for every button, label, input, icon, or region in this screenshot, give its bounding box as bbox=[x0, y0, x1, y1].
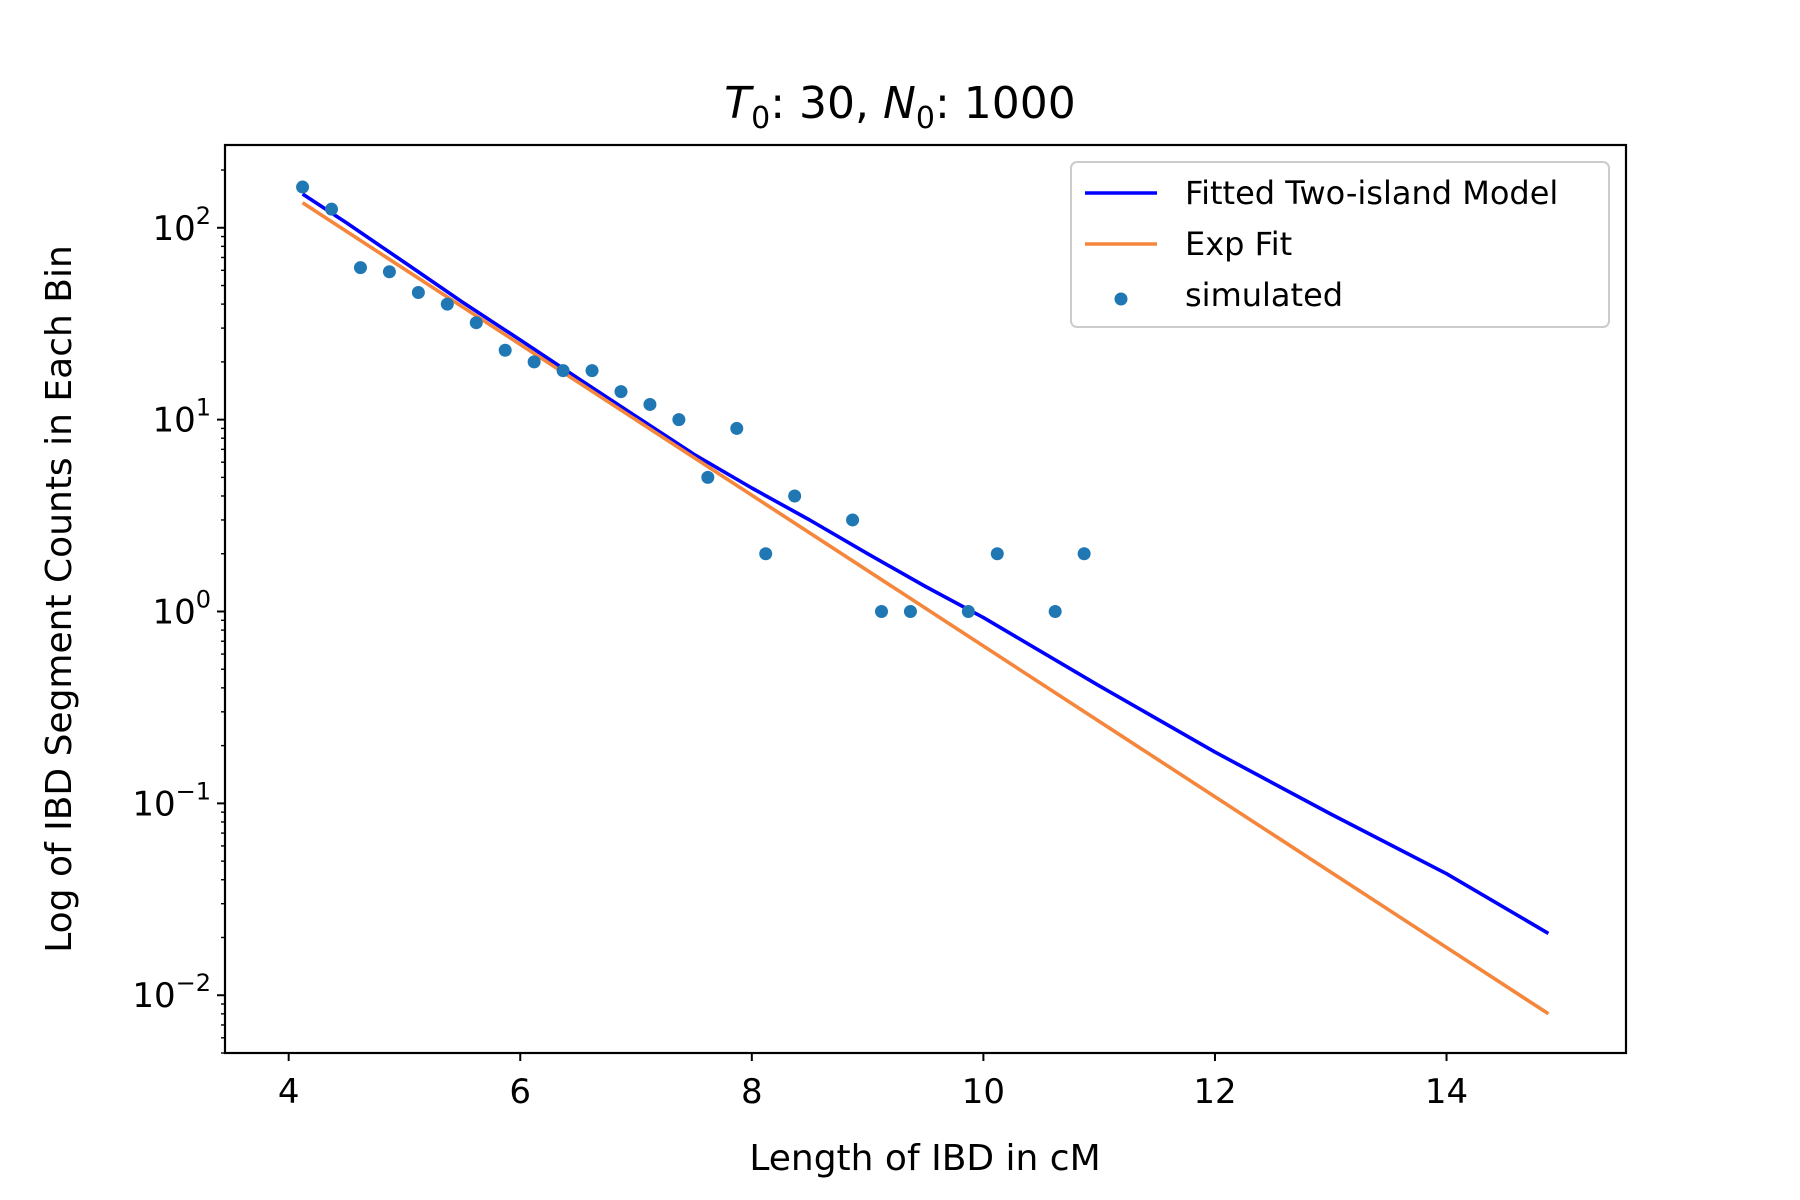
x-tick-label: 14 bbox=[1425, 1072, 1468, 1112]
data-point-simulated bbox=[296, 180, 310, 194]
legend-label: Exp Fit bbox=[1185, 225, 1292, 263]
chart-title: T0: 30, N0: 1000 bbox=[724, 78, 1076, 136]
legend: Fitted Two-island Model Exp Fit simulated bbox=[1070, 161, 1610, 328]
data-point-simulated bbox=[643, 397, 657, 411]
x-tick-label: 6 bbox=[509, 1072, 531, 1112]
series-line-exp-fit bbox=[301, 201, 1550, 1016]
legend-label: Fitted Two-island Model bbox=[1185, 174, 1558, 212]
data-point-simulated bbox=[701, 470, 715, 484]
series-layer bbox=[296, 180, 1550, 1016]
data-point-simulated bbox=[759, 547, 773, 561]
legend-swatch-marker bbox=[1114, 292, 1128, 306]
y-tick-label: 10−1 bbox=[132, 777, 211, 824]
series-line-fitted-two-island-model bbox=[301, 192, 1550, 935]
x-tick-label: 12 bbox=[1193, 1072, 1236, 1112]
data-point-simulated bbox=[961, 605, 975, 619]
data-point-simulated bbox=[382, 265, 396, 279]
data-point-simulated bbox=[469, 316, 483, 330]
data-point-simulated bbox=[585, 364, 599, 378]
y-tick-label: 102 bbox=[152, 202, 211, 249]
x-tick-label: 8 bbox=[741, 1072, 763, 1112]
data-point-simulated bbox=[325, 202, 339, 216]
plot-area: 4 6 8 10 12 14 102 101 100 10−1 10−2 bbox=[132, 143, 1628, 1112]
x-tick-label: 4 bbox=[278, 1072, 300, 1112]
x-tick-label: 10 bbox=[962, 1072, 1005, 1112]
data-point-simulated bbox=[353, 261, 367, 275]
data-point-simulated bbox=[1077, 547, 1091, 561]
y-tick-label: 100 bbox=[152, 586, 211, 633]
y-tick-label: 101 bbox=[152, 394, 211, 441]
y-axis: 102 101 100 10−1 10−2 bbox=[132, 169, 225, 1054]
data-point-simulated bbox=[498, 343, 512, 357]
data-point-simulated bbox=[875, 605, 889, 619]
data-point-simulated bbox=[1048, 605, 1062, 619]
legend-box bbox=[1070, 161, 1610, 328]
y-axis-label: Log of IBD Segment Counts in Each Bin bbox=[39, 245, 80, 953]
data-point-simulated bbox=[903, 605, 917, 619]
data-point-simulated bbox=[614, 385, 628, 399]
data-point-simulated bbox=[527, 355, 541, 369]
y-tick-label: 10−2 bbox=[132, 969, 211, 1016]
data-point-simulated bbox=[556, 364, 570, 378]
data-point-simulated bbox=[672, 413, 686, 427]
data-point-simulated bbox=[846, 513, 860, 527]
x-axis-label: Length of IBD in cM bbox=[749, 1138, 1100, 1179]
data-point-simulated bbox=[990, 547, 1004, 561]
data-point-simulated bbox=[411, 285, 425, 299]
x-axis: 4 6 8 10 12 14 bbox=[278, 1053, 1468, 1112]
legend-items: Fitted Two-island Model Exp Fit simulated bbox=[1085, 174, 1558, 314]
data-point-simulated bbox=[440, 297, 454, 311]
data-point-simulated bbox=[788, 489, 802, 503]
data-point-simulated bbox=[730, 421, 744, 435]
legend-label: simulated bbox=[1185, 276, 1343, 314]
plot-frame bbox=[223, 143, 1628, 1055]
